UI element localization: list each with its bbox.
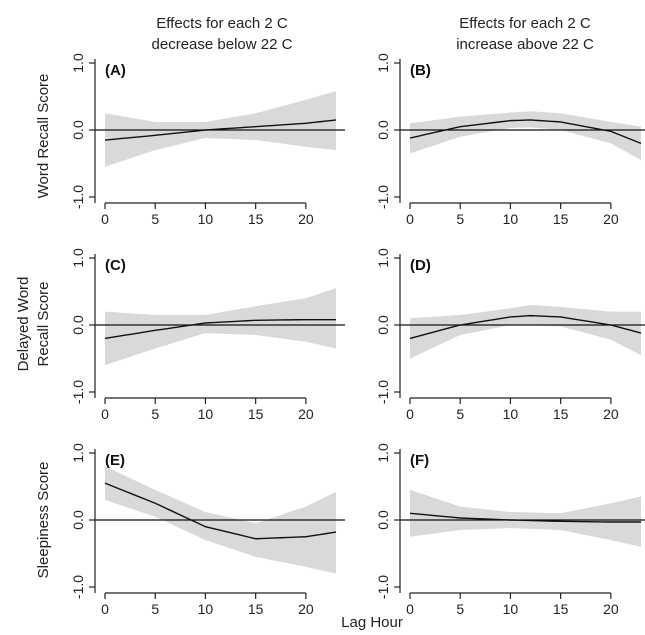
confidence-band (410, 111, 641, 161)
panel-0: -1.0 0.0 1.0 0 5 10 15 20 (A) (70, 53, 345, 227)
y-tick-label: 1.0 (375, 248, 391, 268)
panel-label: (C) (105, 257, 126, 274)
estimate-line (409, 314, 642, 340)
x-tick-label: 20 (603, 601, 619, 617)
confidence-band (410, 489, 641, 547)
panel-label: (A) (105, 62, 126, 79)
panel-5: -1.0 0.0 1.0 0 5 10 15 20 (F) (375, 443, 645, 617)
x-tick-label: 5 (151, 406, 159, 422)
x-tick-label: 10 (503, 406, 519, 422)
column-title-left-line2: decrease below 22 C (152, 36, 293, 53)
x-tick-label: 20 (298, 406, 314, 422)
y-tick-label: 0.0 (70, 510, 86, 530)
x-tick-label: 15 (553, 601, 569, 617)
x-tick-label: 15 (248, 406, 264, 422)
x-tick-label: 10 (503, 601, 519, 617)
y-tick-label: -1.0 (375, 185, 391, 209)
y-tick-label: -1.0 (70, 380, 86, 404)
y-tick-label: 1.0 (375, 53, 391, 73)
row-label-delayed-line1: Delayed Word (15, 277, 32, 372)
panel-3: -1.0 0.0 1.0 0 5 10 15 20 (D) (375, 248, 645, 422)
y-tick-label: 1.0 (375, 443, 391, 463)
y-tick-label: 1.0 (70, 248, 86, 268)
x-tick-label: 10 (198, 211, 214, 227)
panel-label: (B) (410, 62, 431, 79)
x-axis-label: Lag Hour (341, 614, 403, 631)
y-tick-label: -1.0 (70, 185, 86, 209)
x-tick-label: 0 (406, 211, 414, 227)
y-tick-label: -1.0 (70, 575, 86, 599)
panel-label: (D) (410, 257, 431, 274)
x-tick-label: 20 (298, 601, 314, 617)
y-tick-label: 1.0 (70, 443, 86, 463)
panel-2: -1.0 0.0 1.0 0 5 10 15 20 (C) (70, 248, 345, 422)
row-label-sleepiness: Sleepiness Score (35, 462, 52, 579)
column-title-right-line1: Effects for each 2 C (459, 15, 591, 32)
confidence-band (105, 288, 336, 366)
panel-1: -1.0 0.0 1.0 0 5 10 15 20 (B) (375, 53, 645, 227)
x-tick-label: 5 (456, 211, 464, 227)
x-tick-label: 20 (603, 211, 619, 227)
row-label-delayed-line2: Recall Score (35, 281, 52, 366)
x-tick-label: 5 (151, 601, 159, 617)
x-tick-label: 0 (101, 601, 109, 617)
x-tick-label: 15 (553, 211, 569, 227)
estimate-line (409, 512, 641, 523)
panel-label: (F) (410, 452, 429, 469)
panels: -1.0 0.0 1.0 0 5 10 15 20 (A) -1.0 0.0 1.0 0 5 10 15 20 (… (70, 53, 645, 617)
x-tick-label: 5 (151, 211, 159, 227)
confidence-band (410, 304, 641, 359)
estimate-line (104, 119, 337, 141)
x-tick-label: 15 (248, 601, 264, 617)
estimate-line (409, 119, 642, 145)
x-tick-label: 10 (198, 601, 214, 617)
y-tick-label: 0.0 (375, 120, 391, 140)
column-title-left-line1: Effects for each 2 C (156, 15, 288, 32)
x-tick-label: 0 (406, 406, 414, 422)
y-tick-label: 0.0 (375, 510, 391, 530)
x-tick-label: 20 (603, 406, 619, 422)
x-tick-label: 0 (101, 406, 109, 422)
panel-4: -1.0 0.0 1.0 0 5 10 15 20 (E) (70, 443, 345, 617)
estimate-line (104, 318, 336, 340)
column-title-right-line2: increase above 22 C (456, 36, 594, 53)
y-tick-label: -1.0 (375, 575, 391, 599)
x-tick-label: 20 (298, 211, 314, 227)
y-tick-label: 0.0 (70, 315, 86, 335)
y-tick-label: -1.0 (375, 380, 391, 404)
estimate-line (104, 482, 337, 540)
y-tick-label: 1.0 (70, 53, 86, 73)
row-label-word-recall: Word Recall Score (35, 74, 52, 199)
x-tick-label: 0 (101, 211, 109, 227)
x-tick-label: 15 (553, 406, 569, 422)
x-tick-label: 5 (456, 406, 464, 422)
y-tick-label: 0.0 (375, 315, 391, 335)
x-tick-label: 0 (406, 601, 414, 617)
x-tick-label: 5 (456, 601, 464, 617)
panel-label: (E) (105, 452, 125, 469)
x-tick-label: 15 (248, 211, 264, 227)
x-tick-label: 10 (503, 211, 519, 227)
y-tick-label: 0.0 (70, 120, 86, 140)
x-tick-label: 10 (198, 406, 214, 422)
